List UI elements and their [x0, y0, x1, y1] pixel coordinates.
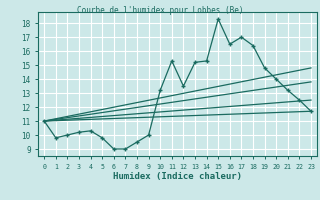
Text: Courbe de l'humidex pour Lobbes (Be): Courbe de l'humidex pour Lobbes (Be) [77, 6, 243, 15]
X-axis label: Humidex (Indice chaleur): Humidex (Indice chaleur) [113, 172, 242, 181]
